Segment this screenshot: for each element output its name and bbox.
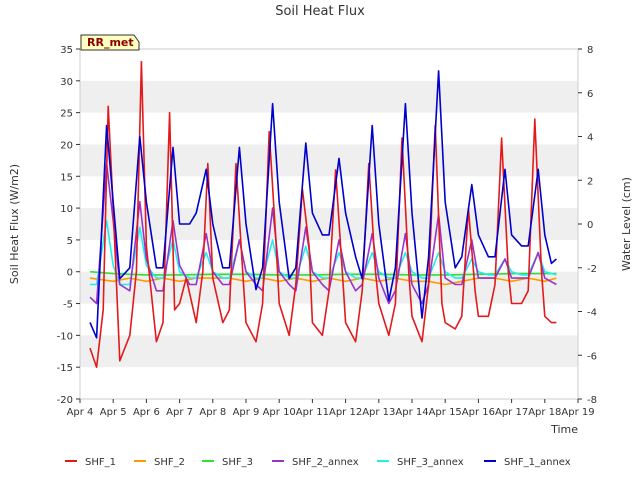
y-tick-label: 10 — [60, 204, 73, 215]
y-tick-label: 0 — [67, 268, 73, 279]
x-axis-label: Time — [550, 423, 578, 436]
grid-band — [80, 144, 578, 177]
badge-label: RR_met — [87, 36, 134, 49]
x-tick-label: Apr 19 — [561, 407, 594, 418]
left-y-axis: -20 -15 -10 -5 0 5 10 15 20 25 30 35 — [57, 45, 80, 406]
y2-tick-label: 0 — [587, 220, 593, 231]
x-tick-label: Apr 5 — [100, 407, 127, 418]
x-tick-label: Apr 13 — [362, 407, 395, 418]
x-tick-label: Apr 15 — [429, 407, 462, 418]
legend: SHF_1 SHF_2 SHF_3 SHF_2_annex SHF_3_annex SHF… — [65, 457, 571, 468]
x-tick-label: Apr 12 — [329, 407, 362, 418]
y2-tick-label: -4 — [587, 308, 597, 319]
x-tick-label: Apr 18 — [528, 407, 561, 418]
y-tick-label: -10 — [57, 331, 73, 342]
y2-tick-label: -8 — [587, 395, 597, 406]
legend-label-shf-2-annex: SHF_2_annex — [292, 457, 359, 468]
legend-label-shf-3-annex: SHF_3_annex — [397, 457, 464, 468]
legend-label-shf-3: SHF_3 — [222, 457, 253, 468]
badge-shape — [80, 34, 140, 51]
y-tick-label: 15 — [60, 172, 73, 183]
right-y-axis: -8 -6 -4 -2 0 2 4 6 8 — [578, 45, 597, 406]
x-tick-label: Apr 4 — [67, 407, 94, 418]
chart-title: Soil Heat Flux — [275, 4, 365, 19]
x-tick-label: Apr 6 — [133, 407, 160, 418]
y-tick-label: -15 — [57, 363, 73, 374]
y2-tick-label: 4 — [587, 133, 593, 144]
x-tick-label: Apr 16 — [462, 407, 495, 418]
legend-label-shf-1-annex: SHF_1_annex — [504, 457, 571, 468]
x-tick-label: Apr 10 — [263, 407, 296, 418]
x-tick-label: Apr 9 — [233, 407, 260, 418]
grid-band — [80, 80, 578, 113]
y2-axis-label: Water Level (cm) — [620, 177, 633, 271]
y2-tick-label: 6 — [587, 89, 593, 100]
x-axis: Apr 4 Apr 5 Apr 6 Apr 7 Apr 8 Apr 9 Apr 10 Apr … — [67, 399, 595, 418]
x-tick-label: Apr 11 — [296, 407, 329, 418]
y-tick-label: 5 — [67, 236, 73, 247]
series-line-shf-2-annex — [89, 162, 557, 305]
legend-label-shf-1: SHF_1 — [85, 457, 116, 468]
y2-tick-label: 2 — [587, 176, 593, 187]
legend-label-shf-2: SHF_2 — [154, 457, 185, 468]
y-tick-label: -20 — [57, 395, 73, 406]
y-tick-label: 35 — [60, 45, 73, 56]
y-tick-label: 25 — [60, 109, 73, 120]
y2-tick-label: 8 — [587, 45, 593, 56]
y-tick-label: 30 — [60, 77, 73, 88]
x-tick-label: Apr 17 — [495, 407, 528, 418]
x-tick-label: Apr 14 — [395, 407, 428, 418]
series-lines — [89, 60, 557, 369]
y-axis-label: Soil Heat Flux (W/m2) — [8, 164, 21, 284]
y2-tick-label: -2 — [587, 264, 597, 275]
y-tick-label: -5 — [63, 300, 73, 311]
y-tick-label: 20 — [60, 140, 73, 151]
series-line-shf-1 — [89, 60, 557, 369]
x-tick-label: Apr 8 — [199, 407, 226, 418]
x-tick-label: Apr 7 — [166, 407, 193, 418]
series-line-shf-1-annex — [89, 70, 557, 339]
rr-met-badge: RR_met — [80, 34, 140, 51]
y2-tick-label: -6 — [587, 351, 597, 362]
grid-band — [80, 335, 578, 368]
